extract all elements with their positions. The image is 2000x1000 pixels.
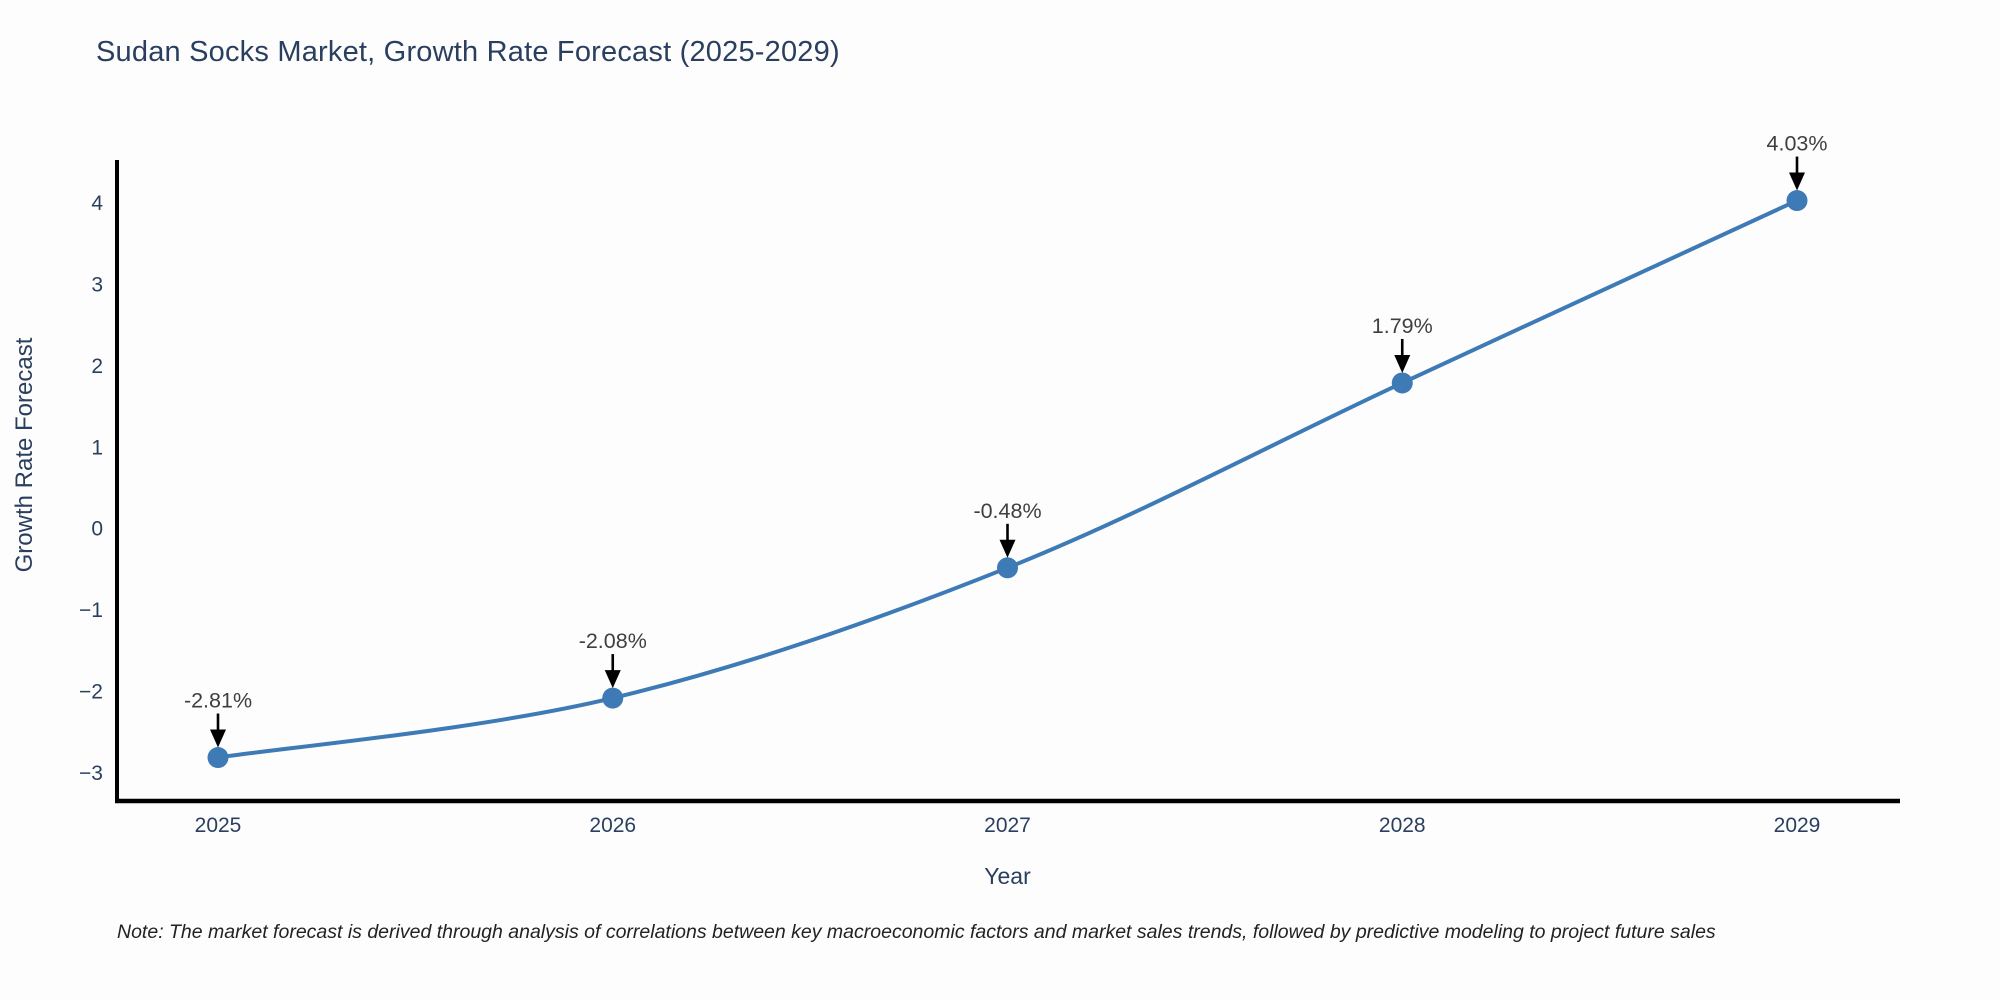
x-tick-label: 2025	[195, 814, 242, 837]
y-tick-label: −2	[79, 681, 103, 704]
annotation-arrowhead-icon	[1789, 172, 1805, 191]
footnote: Note: The market forecast is derived thr…	[117, 921, 1716, 943]
y-axis-title: Growth Rate Forecast	[11, 337, 38, 572]
y-tick-label: −1	[79, 599, 103, 622]
data-point-value-label: -2.08%	[579, 629, 647, 653]
data-points	[207, 190, 1808, 769]
annotation-arrowhead-icon	[1394, 354, 1411, 373]
data-point-value-label: -2.81%	[184, 689, 252, 713]
annotation-arrowhead-icon	[604, 670, 621, 689]
y-axis-ticks: 4 3 2 1 0 −1 −2 −3	[79, 192, 103, 785]
x-axis-title: Year	[984, 863, 1031, 889]
growth-rate-line-chart[interactable]: 4 3 2 1 0 −1 −2 −3 2025 2026 2027 2028 2029 Year Growt…	[0, 0, 2000, 910]
chart-title: Sudan Socks Market, Growth Rate Forecast…	[96, 36, 840, 68]
data-point-2029[interactable]	[1786, 190, 1808, 212]
x-tick-label: 2026	[589, 814, 636, 837]
forecast-line	[216, 198, 1799, 760]
y-tick-label: −3	[79, 762, 103, 785]
x-axis-ticks: 2025 2026 2027 2028 2029	[195, 814, 1821, 837]
y-tick-label: 0	[91, 518, 103, 541]
y-tick-label: 3	[91, 273, 103, 296]
y-tick-label: 1	[91, 436, 103, 459]
data-point-value-label: 4.03%	[1767, 132, 1828, 156]
annotation-arrowhead-icon	[210, 729, 226, 748]
y-tick-label: 4	[91, 192, 103, 215]
x-tick-label: 2028	[1379, 814, 1426, 837]
data-point-value-label: -0.48%	[973, 499, 1041, 523]
y-tick-label: 2	[91, 355, 103, 378]
data-point-2028[interactable]	[1391, 372, 1413, 394]
data-point-value-label: 1.79%	[1372, 314, 1433, 338]
data-point-2025[interactable]	[207, 747, 229, 769]
x-tick-label: 2027	[984, 814, 1031, 837]
axes	[115, 160, 1900, 804]
x-tick-label: 2029	[1774, 814, 1821, 837]
data-point-2026[interactable]	[602, 687, 624, 709]
data-point-2027[interactable]	[997, 557, 1018, 579]
annotation-arrowhead-icon	[999, 539, 1016, 558]
annotations: -2.81% -2.08% -0.48% 1.79% 4.03%	[184, 132, 1828, 748]
